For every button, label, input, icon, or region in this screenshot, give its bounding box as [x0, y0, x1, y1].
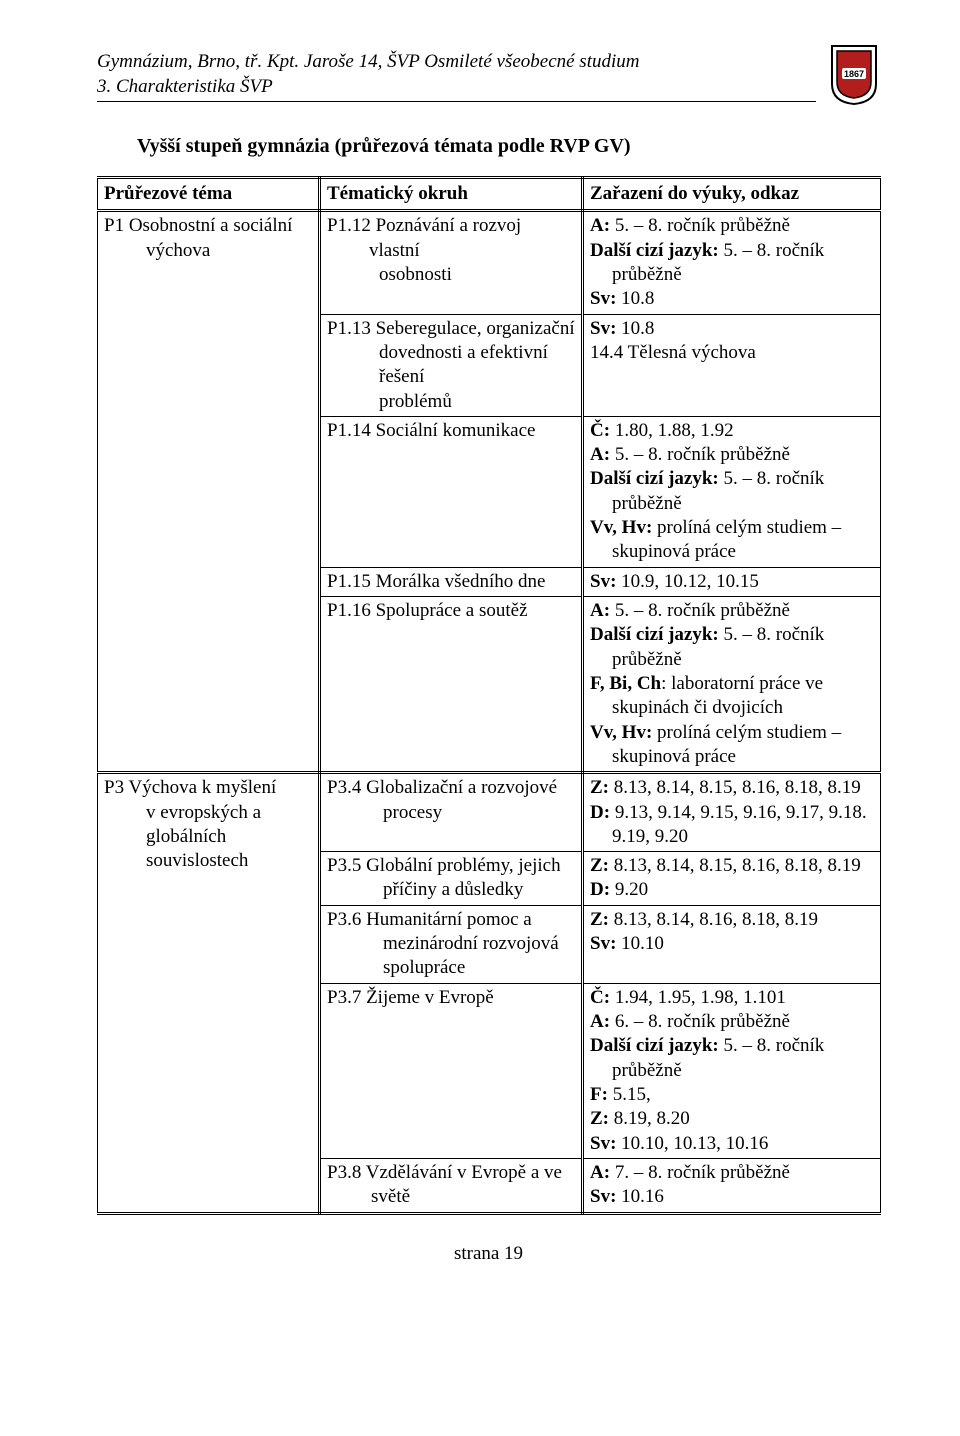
topic-cell: P3.7 Žijeme v Evropě [320, 983, 583, 1158]
header-divider [97, 101, 816, 102]
topic-cell: P3.6 Humanitární pomoc amezinárodní rozv… [320, 905, 583, 983]
topic-cell: P3.4 Globalizační a rozvojovéprocesy [320, 773, 583, 852]
assignment-cell: A: 5. – 8. ročník průběžněDalší cizí jaz… [583, 597, 881, 773]
topic-cell: P1.16 Spolupráce a soutěž [320, 597, 583, 773]
topic-cell: P3.8 Vzdělávání v Evropě a ve světě [320, 1158, 583, 1213]
header-col2: Tématický okruh [320, 178, 583, 211]
assignment-cell: Č: 1.94, 1.95, 1.98, 1.101A: 6. – 8. roč… [583, 983, 881, 1158]
header-line1: Gymnázium, Brno, tř. Kpt. Jaroše 14, ŠVP… [97, 50, 816, 75]
assignment-cell: Sv: 10.814.4 Tělesná výchova [583, 314, 881, 416]
svg-text:1867: 1867 [844, 69, 864, 79]
header-col1: Průřezové téma [98, 178, 320, 211]
page-header: Gymnázium, Brno, tř. Kpt. Jaroše 14, ŠVP… [97, 50, 880, 111]
assignment-cell: Sv: 10.9, 10.12, 10.15 [583, 567, 881, 596]
header-col3: Zařazení do výuky, odkaz [583, 178, 881, 211]
theme-label: P1 Osobnostní a sociálnívýchova [104, 214, 312, 263]
topic-cell: P1.14 Sociální komunikace [320, 416, 583, 567]
table-header-row: Průřezové téma Tématický okruh Zařazení … [98, 178, 881, 211]
topic-cell: P3.5 Globální problémy, jejichpříčiny a … [320, 852, 583, 906]
topic-cell: P1.12 Poznávání a rozvoj vlastníosobnost… [320, 211, 583, 314]
assignment-cell: Č: 1.80, 1.88, 1.92A: 5. – 8. ročník prů… [583, 416, 881, 567]
topic-cell: P1.13 Seberegulace, organizačnídovednost… [320, 314, 583, 416]
assignment-cell: A: 7. – 8. ročník průběžněSv: 10.16 [583, 1158, 881, 1213]
assignment-cell: Z: 8.13, 8.14, 8.16, 8.18, 8.19Sv: 10.10 [583, 905, 881, 983]
assignment-cell: A: 5. – 8. ročník průběžněDalší cizí jaz… [583, 211, 881, 314]
header-line2: 3. Charakteristika ŠVP [97, 75, 816, 100]
theme-label: P3 Výchova k myšlenív evropských aglobál… [104, 776, 312, 873]
assignment-cell: Z: 8.13, 8.14, 8.15, 8.16, 8.18, 8.19D: … [583, 852, 881, 906]
section-title: Vyšší stupeň gymnázia (průřezová témata … [137, 135, 880, 158]
table-row: P3 Výchova k myšlenív evropských aglobál… [98, 773, 881, 852]
page-number: strana 19 [97, 1243, 880, 1265]
table-row: P1 Osobnostní a sociálnívýchovaP1.12 Poz… [98, 211, 881, 314]
curriculum-table: Průřezové téma Tématický okruh Zařazení … [97, 176, 881, 1215]
assignment-cell: Z: 8.13, 8.14, 8.15, 8.16, 8.18, 8.19D: … [583, 773, 881, 852]
school-logo: 1867 [828, 44, 880, 111]
topic-cell: P1.15 Morálka všedního dne [320, 567, 583, 596]
